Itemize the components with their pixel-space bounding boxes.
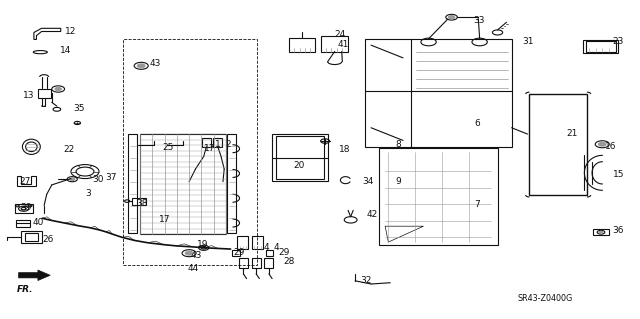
Text: 4: 4 [264, 243, 269, 252]
Text: 37: 37 [105, 174, 116, 182]
Text: 24: 24 [335, 31, 346, 40]
Text: 42: 42 [367, 210, 378, 219]
Text: 33: 33 [473, 16, 484, 25]
Text: 3: 3 [86, 189, 92, 198]
Text: 4: 4 [274, 243, 280, 252]
Text: 29: 29 [278, 248, 290, 257]
Text: 17: 17 [204, 144, 215, 153]
Text: 39: 39 [20, 203, 31, 212]
Bar [266, 250, 273, 256]
Text: 40: 40 [33, 218, 44, 227]
Text: 2: 2 [225, 140, 231, 149]
Text: 41: 41 [338, 40, 349, 49]
Circle shape [598, 142, 606, 146]
Bar [132, 197, 146, 204]
Text: 15: 15 [612, 170, 624, 179]
Text: 16: 16 [605, 142, 616, 151]
Text: 25: 25 [163, 143, 173, 152]
Circle shape [185, 251, 193, 255]
Bar [232, 250, 239, 256]
Text: 32: 32 [360, 276, 372, 285]
Polygon shape [19, 270, 50, 280]
Bar [365, 39, 511, 147]
Text: 19: 19 [197, 240, 209, 249]
Bar [252, 236, 263, 249]
Bar [227, 134, 236, 233]
Text: 34: 34 [362, 177, 374, 186]
Bar [124, 40, 257, 265]
Text: 6: 6 [474, 119, 480, 129]
Bar [529, 94, 587, 195]
Circle shape [55, 87, 61, 91]
Bar [15, 204, 33, 213]
Bar [593, 229, 609, 235]
Text: 29: 29 [234, 248, 245, 257]
Bar [586, 41, 616, 51]
Circle shape [70, 178, 75, 181]
Bar [140, 134, 226, 234]
Text: 35: 35 [73, 104, 84, 113]
Text: 1: 1 [214, 140, 220, 149]
Bar [213, 138, 222, 147]
Text: 13: 13 [23, 91, 35, 100]
Bar [16, 220, 30, 227]
Text: SR43-Z0400G: SR43-Z0400G [518, 294, 573, 303]
Text: 18: 18 [339, 145, 351, 154]
Bar [264, 258, 273, 268]
Bar [202, 138, 211, 147]
Circle shape [449, 16, 455, 19]
Circle shape [138, 64, 145, 68]
Text: 30: 30 [92, 175, 104, 184]
Text: 38: 38 [137, 199, 148, 208]
Text: 21: 21 [566, 129, 578, 138]
Text: 17: 17 [159, 215, 171, 224]
Text: 23: 23 [612, 37, 624, 46]
Text: 43: 43 [150, 59, 161, 68]
Text: 44: 44 [188, 263, 199, 273]
Bar [129, 134, 138, 233]
Text: 14: 14 [60, 46, 72, 56]
Text: 8: 8 [396, 140, 401, 149]
Text: 28: 28 [284, 257, 295, 266]
Bar [21, 231, 42, 243]
Bar [25, 233, 38, 241]
Bar [237, 236, 248, 249]
Bar [276, 136, 324, 179]
Text: 12: 12 [65, 27, 76, 36]
Bar [583, 40, 618, 53]
Text: 26: 26 [43, 235, 54, 244]
Bar [272, 134, 328, 181]
Bar [321, 36, 348, 51]
Bar [252, 258, 260, 268]
Text: 31: 31 [522, 37, 533, 46]
Text: 43: 43 [191, 251, 202, 260]
Bar [38, 89, 51, 98]
Bar [379, 148, 497, 245]
Text: 7: 7 [474, 200, 480, 209]
Text: 20: 20 [293, 161, 305, 170]
Bar [239, 258, 248, 268]
Text: FR.: FR. [17, 285, 34, 293]
Bar [289, 38, 315, 52]
Text: 36: 36 [612, 226, 624, 234]
Text: 27: 27 [20, 177, 31, 186]
Text: 9: 9 [396, 177, 401, 186]
Text: 22: 22 [63, 145, 74, 154]
Circle shape [599, 231, 603, 233]
